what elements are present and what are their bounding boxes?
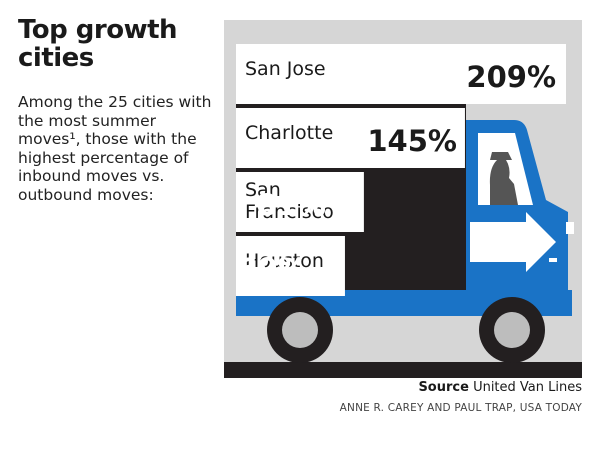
category-label: San — [245, 179, 281, 201]
value-label: 69% — [238, 252, 307, 286]
driver-silhouette — [489, 152, 518, 205]
chart-subtitle: Among the 25 cities with the most summer… — [18, 93, 212, 204]
wheel-front — [479, 297, 545, 363]
bar-san-francisco — [236, 172, 364, 232]
bar-houston — [236, 236, 345, 296]
category-label: San Jose — [245, 58, 326, 80]
category-label: Francisco — [245, 201, 334, 223]
value-label: 209% — [466, 60, 556, 94]
source-text: United Van Lines — [473, 380, 582, 395]
credit-line: ANNE R. CAREY AND PAUL TRAP, USA TODAY — [339, 402, 582, 414]
bar-san-jose — [236, 44, 566, 104]
category-label: Charlotte — [245, 122, 333, 144]
value-label: 81% — [256, 188, 325, 222]
headlight — [566, 222, 574, 234]
bar-charlotte — [236, 108, 465, 168]
category-label: Houston — [245, 250, 324, 272]
value-label: 145% — [367, 124, 457, 158]
arrow-icon — [470, 212, 556, 272]
door-handle — [549, 258, 557, 262]
road — [224, 362, 582, 378]
source-line: Source United Van Lines — [418, 380, 582, 395]
bars-group: San Jose 209% Charlotte 145% SanFrancisco81%… — [236, 44, 566, 296]
wheel-rear — [267, 297, 333, 363]
source-label: Source — [418, 380, 469, 395]
chart-title: Top growth cities — [18, 15, 178, 73]
